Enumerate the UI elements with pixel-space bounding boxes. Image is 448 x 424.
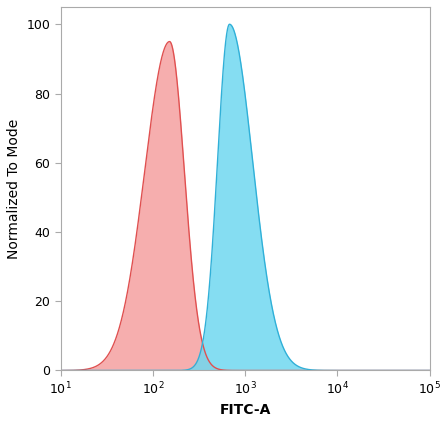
Y-axis label: Normalized To Mode: Normalized To Mode bbox=[7, 119, 21, 259]
X-axis label: FITC-A: FITC-A bbox=[220, 403, 271, 417]
